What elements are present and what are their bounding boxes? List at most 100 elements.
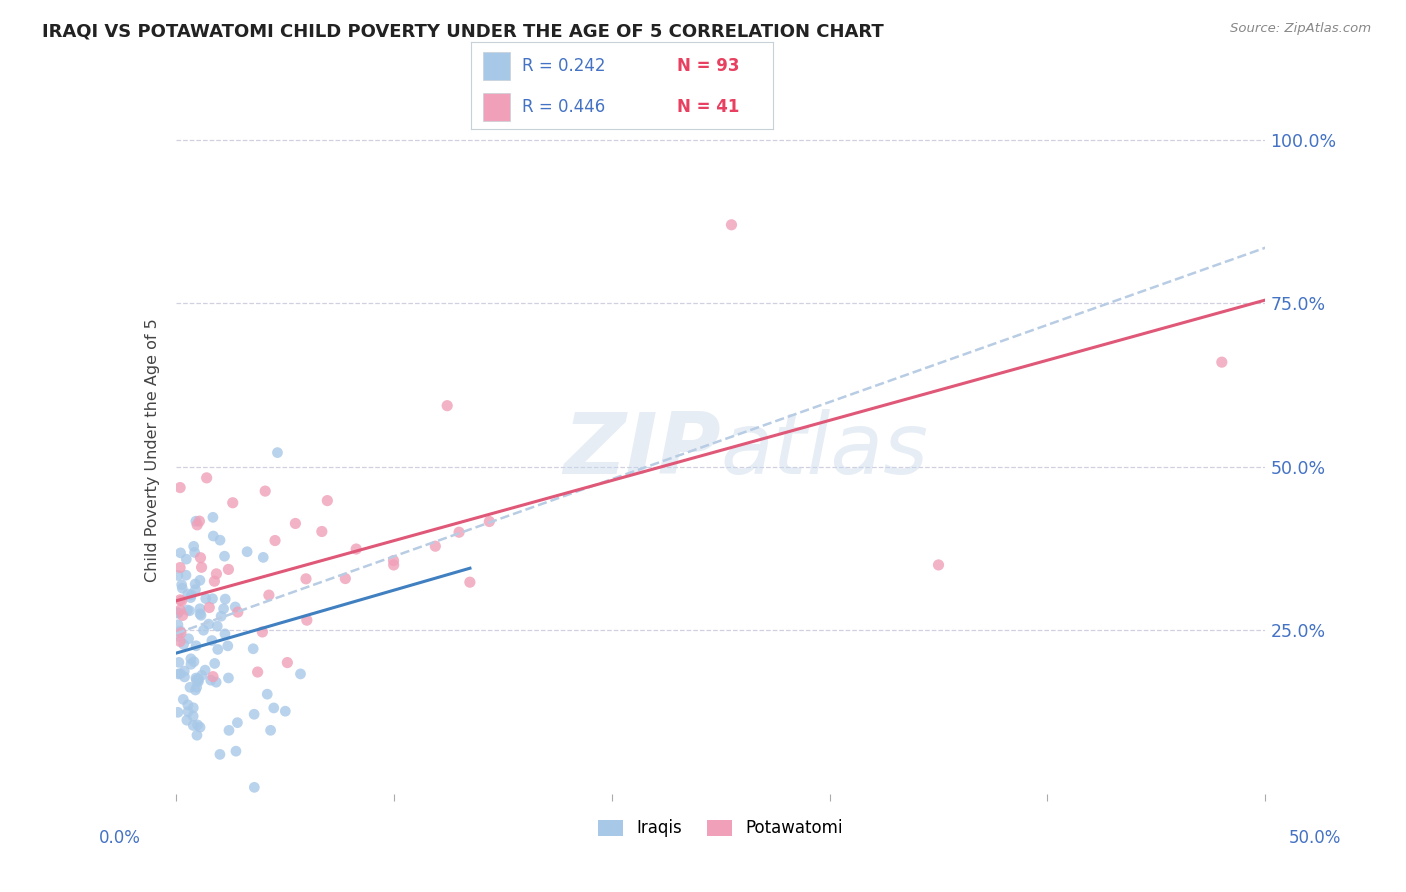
Text: 0.0%: 0.0%: [98, 829, 141, 847]
Point: [243, 780, 266, 795]
Point: [180, 652, 202, 666]
Point: [167, 667, 190, 681]
Point: [188, 720, 211, 734]
Point: [254, 484, 277, 499]
Point: [226, 715, 249, 730]
Point: [186, 673, 208, 687]
Point: [186, 728, 208, 742]
Point: [186, 718, 208, 732]
Point: [252, 624, 274, 639]
Point: [276, 656, 298, 670]
Point: [176, 603, 198, 617]
Point: [170, 625, 193, 640]
Point: [194, 663, 217, 677]
Point: [214, 592, 236, 607]
Point: [186, 680, 208, 694]
Point: [177, 632, 200, 646]
Point: [295, 613, 318, 627]
Text: atlas: atlas: [721, 409, 928, 492]
Point: [173, 664, 195, 678]
Point: [188, 607, 211, 621]
Point: [170, 594, 193, 608]
Point: [174, 568, 197, 582]
Y-axis label: Child Poverty Under the Age of 5: Child Poverty Under the Age of 5: [145, 318, 160, 582]
FancyBboxPatch shape: [484, 93, 510, 120]
Point: [190, 608, 212, 623]
Point: [201, 633, 224, 648]
Point: [183, 655, 205, 669]
Point: [204, 657, 226, 671]
Point: [344, 542, 367, 557]
Point: [218, 723, 240, 738]
Point: [290, 667, 312, 681]
Text: 50.0%: 50.0%: [1288, 829, 1341, 847]
Point: [205, 675, 228, 690]
Point: [284, 516, 307, 531]
Point: [193, 624, 215, 638]
Point: [190, 560, 212, 574]
Point: [256, 687, 278, 701]
Point: [217, 639, 239, 653]
Point: [222, 496, 245, 510]
Point: [226, 605, 249, 619]
Point: [167, 617, 190, 632]
Point: [167, 568, 190, 582]
Point: [173, 670, 195, 684]
Point: [266, 445, 288, 459]
Point: [316, 493, 339, 508]
Point: [176, 552, 198, 566]
Point: [167, 706, 190, 720]
Point: [217, 562, 239, 576]
Text: ZIP: ZIP: [562, 409, 721, 492]
Point: [170, 578, 193, 592]
Point: [225, 744, 247, 758]
Point: [200, 673, 222, 688]
FancyBboxPatch shape: [484, 52, 510, 79]
Point: [180, 588, 202, 602]
Point: [183, 539, 205, 553]
Text: R = 0.446: R = 0.446: [523, 97, 606, 116]
Point: [198, 600, 221, 615]
Point: [172, 608, 194, 623]
Point: [188, 574, 211, 588]
Point: [184, 582, 207, 597]
Point: [190, 550, 212, 565]
Point: [183, 545, 205, 559]
Point: [246, 665, 269, 679]
Point: [242, 641, 264, 656]
Point: [169, 560, 191, 574]
Point: [207, 619, 229, 633]
Point: [201, 670, 224, 684]
Point: [167, 656, 190, 670]
Point: [263, 701, 285, 715]
Point: [264, 533, 287, 548]
Point: [179, 681, 201, 695]
Point: [224, 599, 246, 614]
Point: [259, 723, 281, 738]
Point: [205, 566, 228, 581]
Point: [194, 591, 217, 606]
Point: [335, 572, 357, 586]
Point: [311, 524, 333, 539]
Point: [382, 558, 405, 572]
Point: [295, 572, 318, 586]
Text: N = 41: N = 41: [676, 97, 740, 116]
Point: [208, 533, 231, 548]
Point: [184, 683, 207, 698]
Point: [177, 587, 200, 601]
Point: [169, 666, 191, 681]
Point: [179, 604, 201, 618]
Point: [209, 609, 232, 624]
Point: [197, 617, 219, 632]
Point: [180, 591, 202, 605]
Point: [208, 747, 231, 762]
Point: [173, 637, 195, 651]
Point: [181, 709, 204, 723]
Text: N = 93: N = 93: [676, 56, 740, 75]
Point: [188, 601, 211, 615]
Point: [167, 607, 190, 621]
Point: [181, 700, 204, 714]
Point: [188, 514, 211, 528]
Point: [436, 399, 458, 413]
Point: [195, 471, 218, 485]
